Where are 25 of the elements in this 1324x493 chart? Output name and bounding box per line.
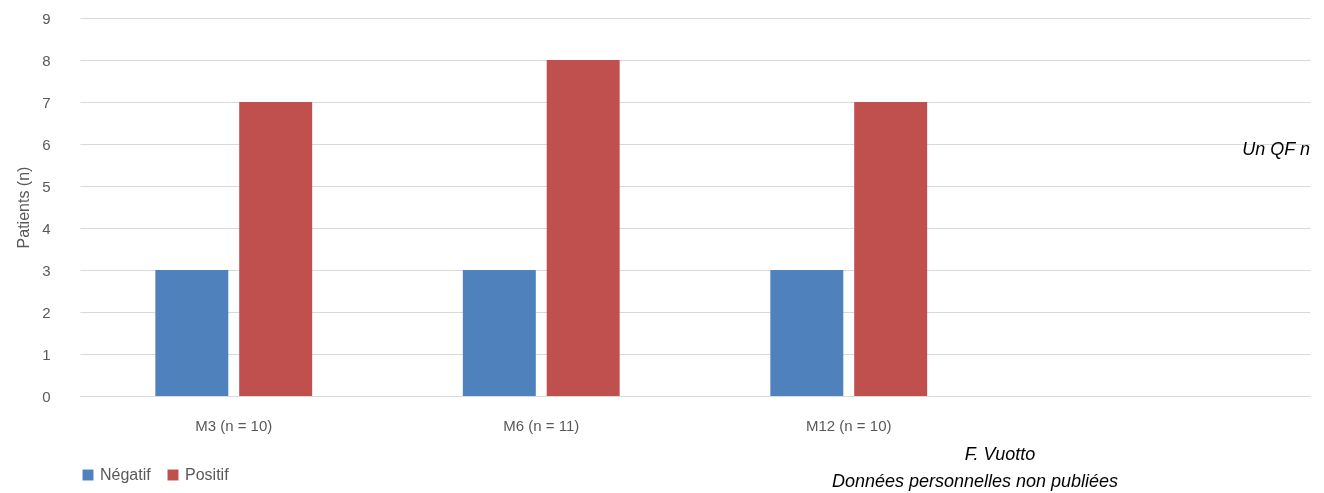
y-tick-label: 0 xyxy=(42,387,51,405)
legend-label: Positif xyxy=(185,466,230,483)
y-tick-label: 2 xyxy=(42,303,51,321)
text: Données personnelles non publiées xyxy=(831,471,1119,491)
y-axis-title: Patients (n) xyxy=(15,166,33,249)
x-tick-label: M12 (n = 10) xyxy=(806,416,892,434)
text: F. Vuotto xyxy=(964,444,1036,464)
bar xyxy=(155,270,229,396)
annotation: Un QF n xyxy=(1242,139,1310,159)
bar xyxy=(239,102,313,396)
bar xyxy=(546,60,620,396)
y-tick-label: 1 xyxy=(42,345,51,363)
bar xyxy=(462,270,536,396)
x-tick-label: M3 (n = 10) xyxy=(195,416,273,434)
y-tick-label: 8 xyxy=(42,51,51,69)
bar xyxy=(770,270,844,396)
y-tick-label: 3 xyxy=(42,261,51,279)
y-tick-label: 4 xyxy=(42,219,51,237)
legend-label: Négatif xyxy=(100,466,152,483)
y-tick-label: 5 xyxy=(42,177,51,195)
y-tick-label: 7 xyxy=(42,93,51,111)
bar xyxy=(854,102,928,396)
y-tick-label: 6 xyxy=(42,135,51,153)
x-tick-label: M6 (n = 11) xyxy=(503,416,580,434)
y-tick-label: 9 xyxy=(42,9,51,27)
